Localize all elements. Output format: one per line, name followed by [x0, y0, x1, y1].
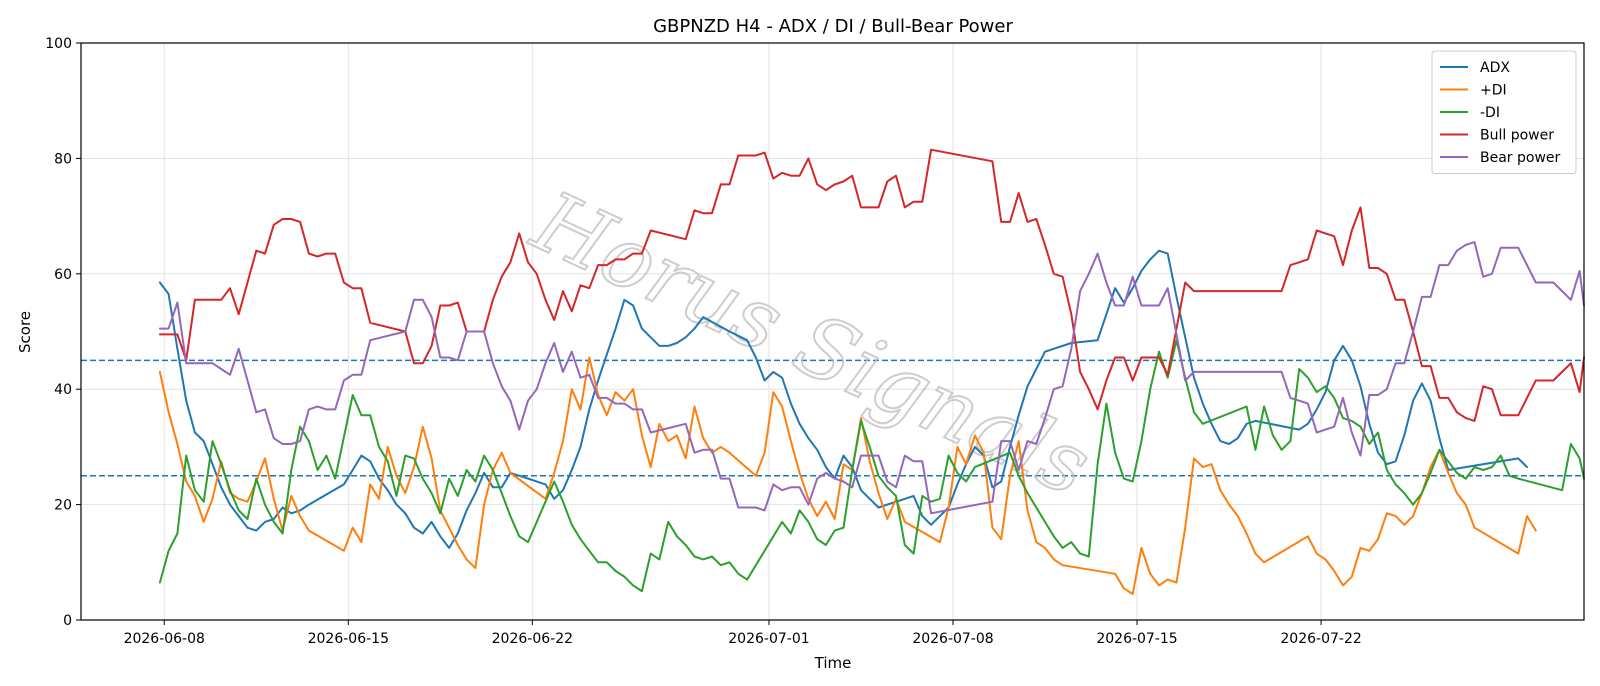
x-tick-label: 2026-06-22	[492, 631, 573, 647]
series-line-adx	[158, 249, 1528, 549]
series-line-bull-power	[158, 148, 1585, 422]
y-tick-label: 40	[54, 382, 72, 398]
y-tick-label: 60	[54, 267, 72, 283]
series-lines	[158, 148, 1585, 595]
x-tick-label: 2026-07-15	[1096, 631, 1177, 647]
y-tick-label: 80	[54, 151, 72, 167]
x-tick-label: 2026-06-15	[308, 631, 389, 647]
x-tick-label: 2026-07-01	[728, 631, 809, 647]
y-tick-label: 20	[54, 498, 72, 514]
x-tick-label: 2026-06-08	[124, 631, 205, 647]
series-line-di	[158, 339, 1585, 593]
y-tick-label: 100	[45, 36, 72, 52]
x-axis-ticks: 2026-06-08 2026-06-15 2026-06-22 2026-07-01…	[124, 620, 1362, 647]
legend-label: Bear power	[1480, 150, 1561, 166]
legend-box	[1431, 50, 1577, 174]
x-tick-label: 2026-07-08	[912, 631, 993, 647]
x-axis-label: Time	[814, 654, 852, 672]
y-axis-label: Score	[16, 311, 34, 353]
legend: ADX +DI -DI Bull power Bear power	[1431, 50, 1577, 174]
legend-label: -DI	[1480, 105, 1500, 121]
chart-title: GBPNZD H4 - ADX / DI / Bull-Bear Power	[653, 16, 1013, 37]
y-tick-label: 0	[63, 613, 72, 629]
legend-label: Bull power	[1480, 128, 1554, 144]
y-axis-ticks: 0 20 40 60 80 100	[45, 36, 81, 629]
plot-area-frame	[80, 42, 1585, 621]
x-tick-label: 2026-07-22	[1280, 631, 1361, 647]
series-line-bear-power	[158, 241, 1585, 515]
legend-label: ADX	[1480, 60, 1510, 76]
legend-label: +DI	[1480, 83, 1507, 99]
series-line-di	[158, 356, 1537, 595]
